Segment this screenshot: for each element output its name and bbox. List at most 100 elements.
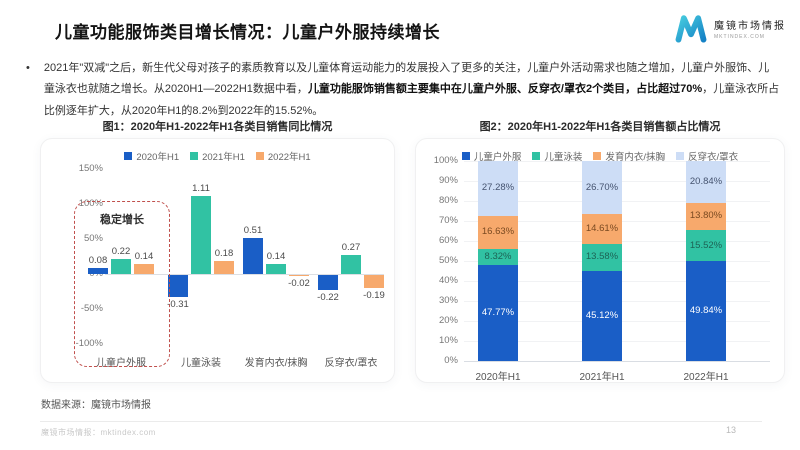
bar (214, 261, 234, 274)
chart2-section: 图2：2020年H1-2022年H1各类目销售额占比情况 儿童户外服 儿童泳装 发育… (415, 118, 785, 383)
legend-swatch (255, 152, 264, 160)
stack-segment (686, 202, 726, 231)
y-tick-label: 50% (83, 233, 103, 244)
stack-segment (478, 215, 518, 249)
footer-brand: 魔镜市场情报：mktindex.com (41, 428, 156, 437)
category-label: 2021年H1 (579, 372, 625, 383)
legend-swatch (532, 152, 541, 160)
bar (88, 268, 108, 274)
intro-text-after: ，儿童泳衣所占比例逐年扩大，从2020年H1的8.2%到2022年的15.52%… (43, 83, 780, 117)
legend-item: 2020年H1 (124, 149, 179, 163)
chart2-legend: 儿童户外服 儿童泳装 发育内衣/抹胸 反穿衣/罩衣 (416, 149, 784, 163)
legend-item: 儿童户外服 (461, 149, 522, 163)
bar-value-label: 0.08 (88, 255, 108, 267)
stack-segment (686, 261, 726, 361)
legend-item: 儿童泳装 (532, 149, 582, 163)
stack-segment (582, 270, 622, 361)
bar (341, 255, 361, 274)
legend-label: 发育内衣/抹胸 (605, 152, 666, 163)
segment-value-label: 20.84% (689, 175, 723, 187)
stack-segment (686, 161, 726, 203)
segment-value-label: 49.84% (689, 305, 723, 317)
bar (134, 264, 154, 274)
bar (318, 275, 338, 291)
chart1-section: 图1：2020年H1-2022年H1各类目销售同比情况 2020年H1 2021年… (40, 118, 395, 383)
page-number: 13 (726, 425, 737, 435)
legend-label: 2020年H1 (136, 152, 180, 163)
bar (364, 275, 384, 289)
segment-value-label: 47.77% (481, 307, 515, 319)
bar-value-label: -0.19 (363, 290, 385, 302)
y-tick-label: 40% (438, 275, 458, 286)
bar-value-label: 0.22 (111, 245, 131, 257)
legend-label: 反穿衣/罩衣 (688, 152, 739, 163)
stack-segment (686, 230, 726, 262)
stack-segment (582, 243, 622, 271)
category-label: 2022年H1 (683, 372, 729, 383)
bar-value-label: -0.31 (167, 298, 189, 310)
bar (168, 275, 188, 297)
intro-paragraph: • 2021年"双减"之后，新生代父母对孩子的素质教育以及儿童体育运动能力的发展… (26, 58, 780, 122)
brand-logo: 魔镜市场情报 MKTINDEX.COM (674, 13, 786, 43)
legend-item: 2021年H1 (190, 149, 245, 163)
intro-text-bold: 儿童功能服饰销售额主要集中在儿童户外服、反穿衣/罩衣2个类目，占比超过70% (307, 83, 703, 96)
brand-domain: MKTINDEX.COM (714, 33, 765, 40)
gridline (464, 361, 770, 362)
category-label: 反穿衣/罩衣 (324, 358, 378, 369)
stack-segment (478, 248, 518, 266)
chart1-title: 图1：2020年H1-2022年H1各类目销售同比情况 (102, 121, 333, 133)
stack-segment (478, 161, 518, 216)
legend-label: 儿童户外服 (473, 152, 522, 163)
segment-value-label: 16.63% (481, 226, 515, 238)
y-tick-label: 100% (433, 155, 458, 166)
legend-swatch (190, 152, 199, 160)
legend-item: 2022年H1 (255, 149, 311, 163)
y-tick-label: 80% (438, 195, 458, 206)
bar (289, 275, 309, 277)
segment-value-label: 45.12% (585, 309, 619, 321)
y-tick-label: 90% (438, 175, 458, 186)
bullet-marker: • (26, 62, 30, 74)
y-tick-label: 30% (438, 295, 458, 306)
chart1-legend: 2020年H1 2021年H1 2022年H1 (41, 149, 394, 163)
bar-value-label: 0.14 (134, 251, 154, 263)
bar-value-label: -0.02 (288, 278, 310, 290)
legend-label: 2021年H1 (202, 152, 245, 163)
bar-value-label: 0.51 (243, 225, 263, 237)
bar-value-label: 0.27 (341, 242, 361, 254)
intro-text: 2021年"双减"之后，新生代父母对孩子的素质教育以及儿童体育运动能力的发展投入… (44, 58, 780, 122)
y-tick-label: 0% (444, 355, 458, 366)
chart1-plot: 150%100%50%0%-50%-100%儿童户外服0.080.220.14儿… (41, 139, 394, 382)
category-label: 2020年H1 (475, 372, 521, 383)
category-label: 发育内衣/抹胸 (244, 358, 308, 369)
stack-segment (582, 160, 622, 215)
page-title: 儿童功能服饰类目增长情况：儿童户外服持续增长 (55, 23, 440, 42)
y-tick-label: -50% (80, 303, 103, 314)
bar-value-label: 1.11 (192, 183, 210, 195)
chart2-plot: 0% 10% 20% 30% 40% 50% 60% 70% 80% 90% 100% 2020年H1… (416, 139, 784, 382)
segment-value-label: 13.58% (585, 251, 619, 263)
legend-label: 2022年H1 (267, 152, 311, 163)
y-tick-label: 50% (438, 255, 458, 266)
zero-axis-line (105, 274, 384, 275)
bar (266, 264, 286, 274)
legend-item: 反穿衣/罩衣 (676, 149, 738, 163)
brand-text: 魔镜市场情报 MKTINDEX.COM (714, 17, 786, 40)
legend-label: 儿童泳装 (544, 152, 583, 163)
segment-value-label: 27.28% (481, 182, 515, 194)
category-label: 儿童户外服 (96, 358, 146, 369)
chart2-panel: 儿童户外服 儿童泳装 发育内衣/抹胸 反穿衣/罩衣 0% 10% 20% 30% 40% 50%… (415, 138, 785, 383)
brand-name: 魔镜市场情报 (714, 20, 786, 32)
bar (243, 238, 263, 274)
y-tick-label: 70% (438, 215, 458, 226)
segment-value-label: 13.80% (689, 210, 723, 222)
intro-text-before: 2021年"双减"之后，新生代父母对孩子的素质教育以及儿童体育运动能力的发展投入… (43, 62, 770, 96)
legend-swatch (676, 152, 685, 160)
y-tick-label: 150% (78, 163, 103, 174)
legend-swatch (124, 152, 133, 160)
stack-segment (478, 265, 518, 361)
chart2-title: 图2：2020年H1-2022年H1各类目销售额占比情况 (479, 121, 721, 133)
footer-divider (40, 421, 762, 422)
